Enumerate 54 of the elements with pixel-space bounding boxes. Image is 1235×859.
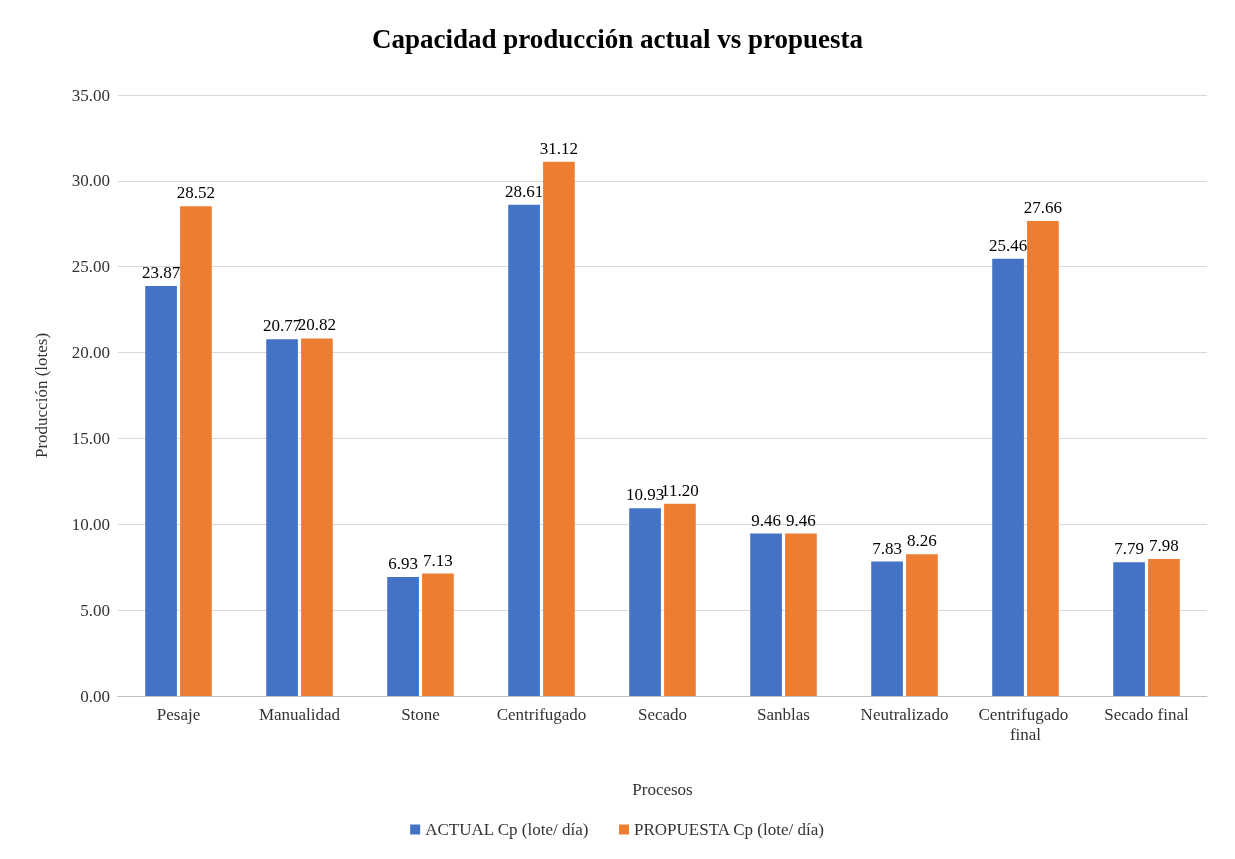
x-tick-label: Secado final [1104, 704, 1190, 724]
bar [1027, 221, 1059, 696]
x-tick-label: Neutralizado [860, 704, 949, 724]
bar [508, 204, 540, 696]
x-tick-label: Secado [637, 704, 688, 724]
bar [543, 161, 575, 696]
data-label: 25.46 [988, 235, 1028, 255]
bar [992, 258, 1024, 696]
x-axis-title: Procesos [632, 780, 693, 799]
legend-label: ACTUAL Cp (lote/ día) [425, 820, 589, 839]
y-tick-label: 20.00 [71, 343, 110, 363]
bar [180, 206, 212, 696]
data-label: 27.66 [1023, 198, 1063, 218]
y-tick-label: 0.00 [80, 686, 110, 706]
bar [906, 554, 938, 696]
x-tick-label: Manualidad [258, 704, 341, 724]
bar [785, 533, 817, 696]
bar [664, 503, 696, 696]
bar [871, 561, 903, 696]
bar [387, 577, 419, 696]
bar [301, 338, 333, 696]
data-label: 28.52 [176, 183, 216, 203]
x-tick-label: Centrifugado [496, 704, 587, 724]
x-tick-label: Sanblas [757, 704, 810, 724]
y-axis-title: Producción (lotes) [32, 332, 51, 459]
data-label: 9.46 [786, 510, 816, 530]
y-tick-label: 30.00 [71, 171, 110, 191]
data-label: 9.46 [751, 510, 781, 530]
bar [266, 339, 298, 696]
x-tick-label: Stone [401, 704, 440, 724]
data-label: 7.13 [423, 550, 453, 570]
data-label: 31.12 [539, 138, 579, 158]
data-label: 6.93 [388, 554, 418, 573]
bar [422, 573, 454, 696]
y-tick-label: 15.00 [71, 428, 110, 448]
chart-title: Capacidad producción actual vs propuesta [371, 23, 864, 54]
y-tick-label: 25.00 [71, 257, 110, 277]
y-tick-label: 10.00 [71, 514, 110, 534]
data-label: 23.87 [141, 263, 181, 283]
y-tick-label: 5.00 [80, 600, 110, 620]
bar [1113, 562, 1145, 696]
data-label: 28.61 [504, 181, 544, 201]
bar [750, 533, 782, 696]
y-tick-label: 35.00 [71, 85, 110, 105]
data-label: 7.98 [1149, 535, 1179, 555]
data-label: 8.26 [907, 531, 937, 551]
bar [629, 508, 661, 696]
x-tick-label: Pesaje [156, 704, 201, 724]
legend-label: PROPUESTA Cp (lote/ día) [634, 820, 824, 839]
x-tick-label: Centrifugado final [978, 704, 1073, 744]
bar [145, 286, 177, 696]
bar [1148, 558, 1180, 696]
data-label: 7.79 [1114, 539, 1144, 559]
data-label: 7.83 [872, 538, 902, 558]
